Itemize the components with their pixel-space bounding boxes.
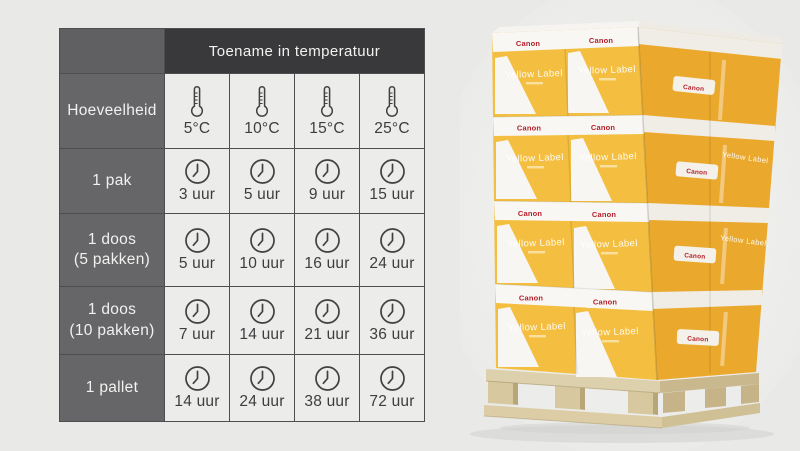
temperature-label: 15°C xyxy=(309,119,345,137)
thermometer-icon xyxy=(385,85,399,117)
box-stack: Canon Canon Canon Canon Canon Canon Cano… xyxy=(492,21,782,381)
clock-icon xyxy=(379,228,405,253)
time-cell: 14 uur xyxy=(165,355,229,421)
product-name: Yellow Label xyxy=(578,64,636,77)
product-name: Yellow Label xyxy=(579,151,637,164)
time-label: 7 uur xyxy=(178,325,216,343)
time-label: 24 uur xyxy=(239,393,285,410)
clock-icon xyxy=(184,298,210,324)
temperature-cell: 25°C xyxy=(360,74,424,148)
canon-logo: Canon xyxy=(519,294,544,303)
canon-logo: Canon xyxy=(591,123,616,132)
clock-icon xyxy=(249,298,275,324)
temperature-label: 5°C xyxy=(183,119,211,137)
clock-icon xyxy=(314,366,340,391)
clock-icon xyxy=(184,159,210,184)
time-cell: 24 uur xyxy=(230,355,294,421)
time-cell: 3 uur xyxy=(165,149,229,213)
time-cell: 15 uur xyxy=(360,149,424,213)
canon-logo: Canon xyxy=(516,39,541,48)
time-label: 21 uur xyxy=(304,325,350,343)
canon-logo: Canon xyxy=(684,252,706,260)
row-header-hoeveelheid: Hoeveelheid xyxy=(60,74,164,148)
table-corner-cell xyxy=(60,29,164,73)
row-label: 1 pallet xyxy=(60,355,164,421)
time-cell: 36 uur xyxy=(360,287,424,354)
temperature-label: 25°C xyxy=(374,119,410,137)
clock-icon xyxy=(379,298,405,324)
time-label: 15 uur xyxy=(369,186,415,203)
row-label: 1 doos (10 pakken) xyxy=(60,287,164,354)
time-label: 38 uur xyxy=(304,393,350,410)
product-name: Yellow Label xyxy=(580,238,638,251)
time-label: 36 uur xyxy=(369,325,415,343)
canon-logo: Canon xyxy=(687,335,709,343)
time-cell: 7 uur xyxy=(165,287,229,354)
time-label: 72 uur xyxy=(369,393,415,410)
thermometer-icon xyxy=(320,85,334,117)
row-label: 1 pak xyxy=(60,149,164,213)
time-label: 14 uur xyxy=(174,393,220,410)
time-cell: 72 uur xyxy=(360,355,424,421)
clock-icon xyxy=(314,298,340,324)
clock-icon xyxy=(379,366,405,391)
time-label: 16 uur xyxy=(304,255,350,272)
canon-logo: Canon xyxy=(518,209,543,218)
clock-icon xyxy=(184,366,210,391)
temperature-cell: 15°C xyxy=(295,74,359,148)
wooden-pallet xyxy=(483,369,760,429)
clock-icon xyxy=(249,366,275,391)
time-cell: 10 uur xyxy=(230,214,294,286)
time-cell: 21 uur xyxy=(295,287,359,354)
product-name: Yellow Label xyxy=(508,321,566,334)
time-cell: 24 uur xyxy=(360,214,424,286)
time-label: 24 uur xyxy=(369,255,415,272)
canon-logo: Canon xyxy=(589,36,614,45)
time-label: 14 uur xyxy=(239,325,285,343)
pallet-photo: Canon Canon Canon Canon Canon Canon Cano… xyxy=(460,0,800,451)
time-cell: 14 uur xyxy=(230,287,294,354)
temperature-cell: 5°C xyxy=(165,74,229,148)
time-cell: 16 uur xyxy=(295,214,359,286)
table-header: Toename in temperatuur xyxy=(165,29,424,73)
temperature-label: 10°C xyxy=(244,119,280,137)
clock-icon xyxy=(249,228,275,253)
time-cell: 38 uur xyxy=(295,355,359,421)
thermometer-icon xyxy=(255,85,269,117)
temperature-cell: 10°C xyxy=(230,74,294,148)
time-cell: 5 uur xyxy=(165,214,229,286)
time-cell: 5 uur xyxy=(230,149,294,213)
row-label: 1 doos (5 pakken) xyxy=(60,214,164,286)
time-label: 10 uur xyxy=(239,255,285,272)
canon-logo: Canon xyxy=(593,298,618,307)
clock-icon xyxy=(184,228,210,253)
thermometer-icon xyxy=(190,85,204,117)
product-name: Yellow Label xyxy=(505,68,563,81)
canon-logo: Canon xyxy=(683,84,705,93)
acclimatisation-table: Toename in temperatuur Hoeveelheid 5°C 1… xyxy=(59,28,425,422)
canon-logo: Canon xyxy=(592,210,617,219)
time-label: 9 uur xyxy=(308,186,346,203)
clock-icon xyxy=(379,159,405,184)
product-name: Yellow Label xyxy=(507,237,565,250)
clock-icon xyxy=(314,159,340,184)
canon-logo: Canon xyxy=(686,168,708,177)
canon-logo: Canon xyxy=(517,124,542,133)
time-label: 3 uur xyxy=(178,186,216,203)
time-label: 5 uur xyxy=(178,255,216,272)
time-cell: 9 uur xyxy=(295,149,359,213)
product-name: Yellow Label xyxy=(581,326,639,339)
time-label: 5 uur xyxy=(243,186,281,203)
clock-icon xyxy=(249,159,275,184)
product-name: Yellow Label xyxy=(506,152,564,165)
pallet-shadow xyxy=(500,422,750,434)
clock-icon xyxy=(314,228,340,253)
